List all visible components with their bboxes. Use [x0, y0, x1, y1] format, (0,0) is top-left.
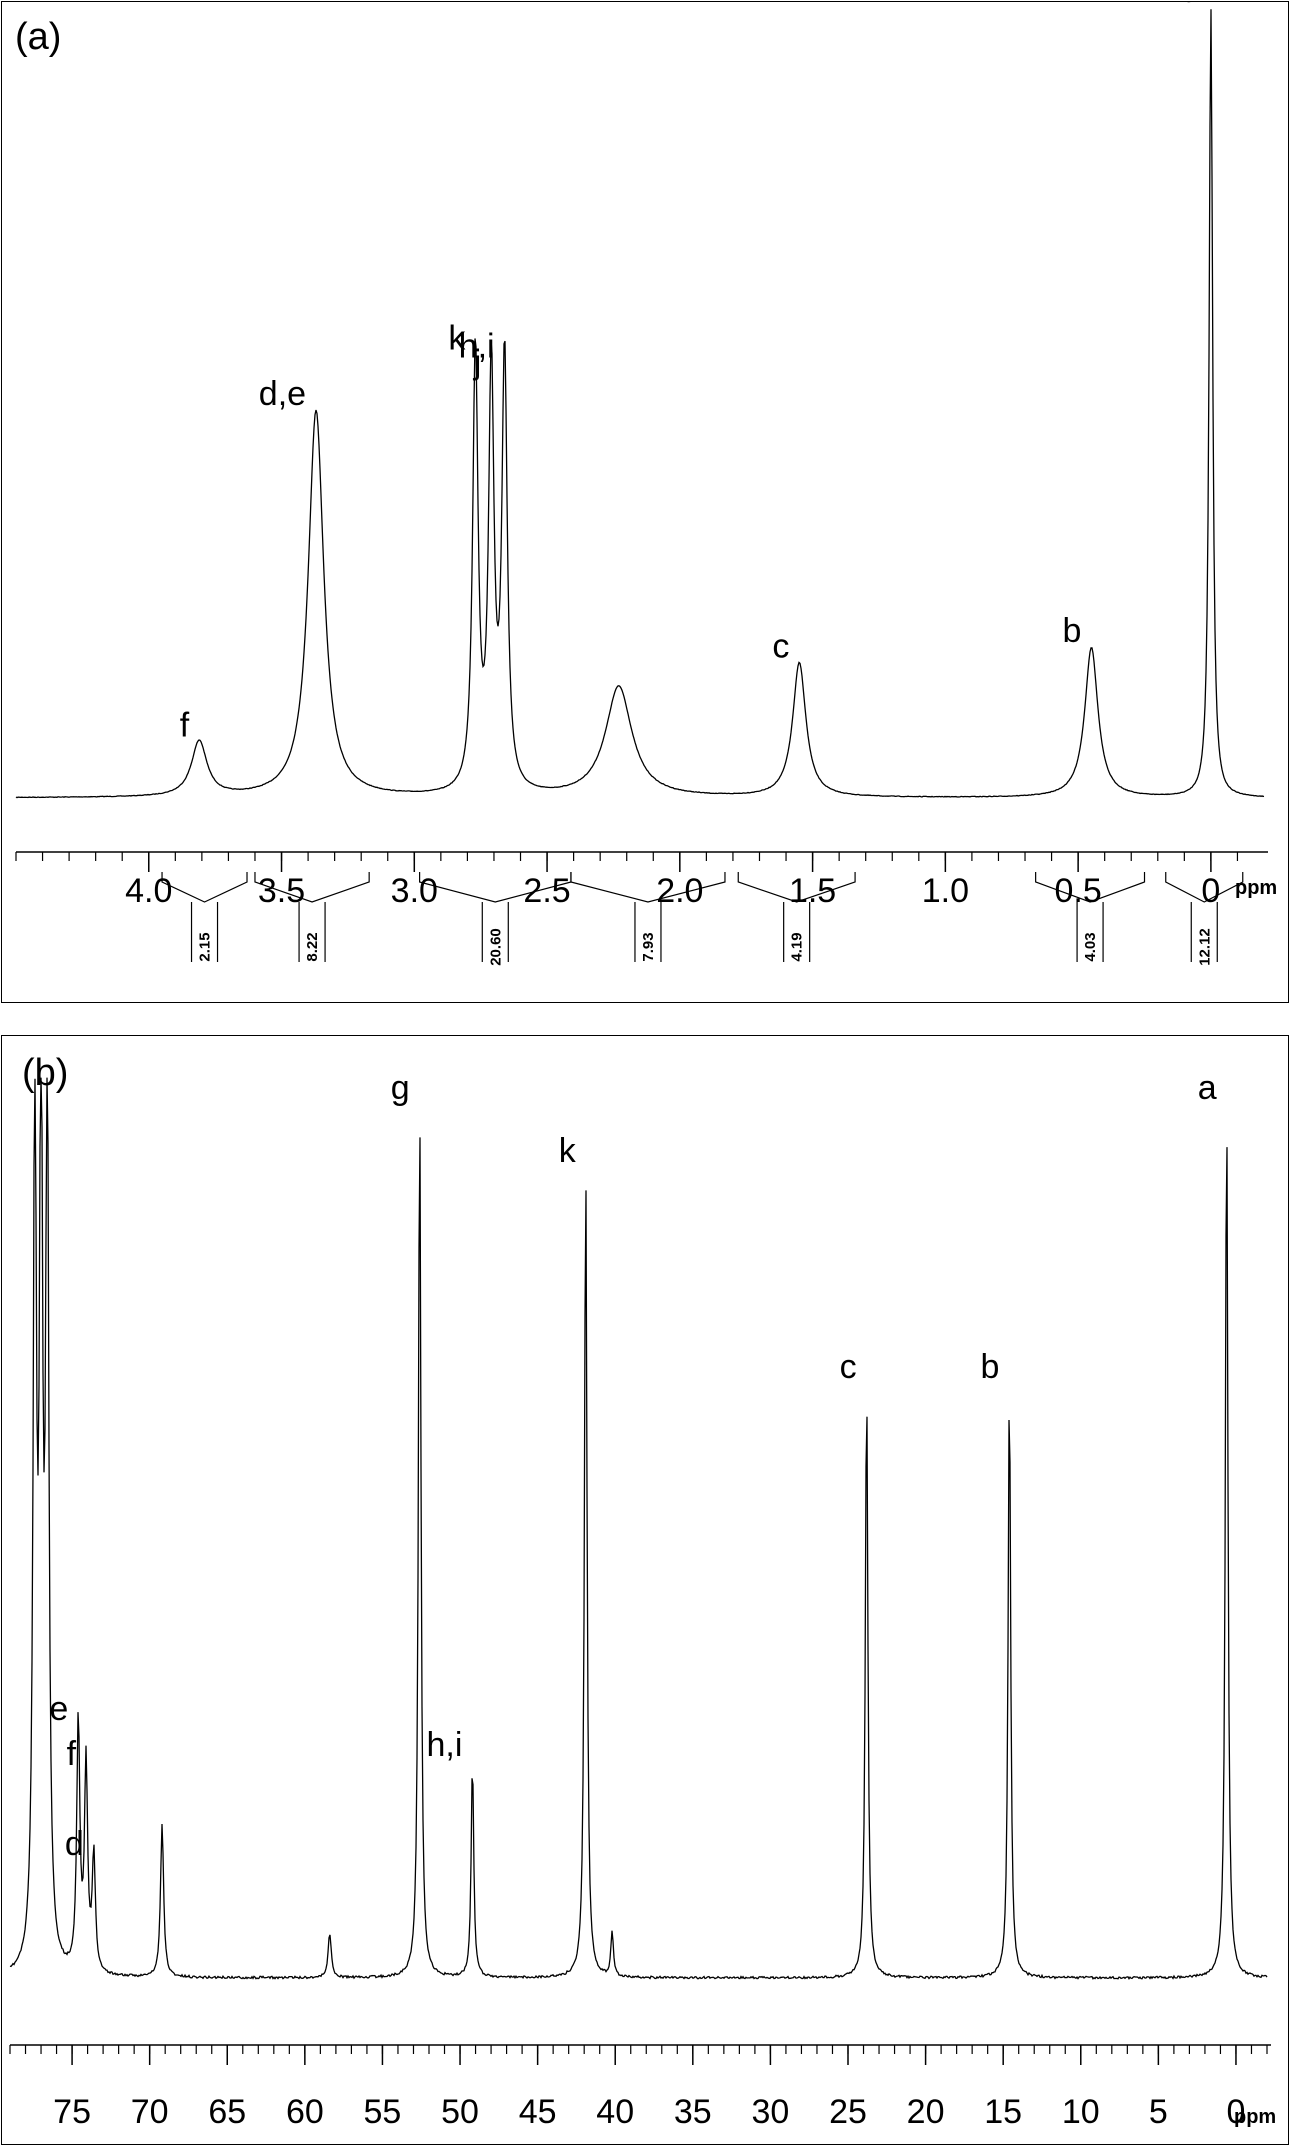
peak-label: a	[1182, 2, 1201, 10]
peak-c-marker: c	[840, 1348, 857, 1386]
x-tick-label: 75	[53, 2093, 91, 2131]
peak-label: f	[67, 1735, 77, 1773]
x-unit-label: ppm	[1235, 877, 1277, 899]
x-tick-label: 1.0	[922, 872, 969, 910]
x-tick-label: 15	[984, 2093, 1022, 2131]
x-tick-label: 35	[674, 2093, 712, 2131]
peak-label: d	[65, 1825, 84, 1863]
peak-f-marker: f	[67, 1735, 77, 1773]
peak-label: c	[840, 1348, 857, 1386]
integral-bracket: 4.19	[737, 872, 856, 962]
integral-value: 8.22	[304, 932, 321, 961]
peak-hi-marker: h,i	[459, 328, 495, 366]
x-unit-label: ppm	[1234, 2106, 1276, 2128]
peak-a-marker: a	[1182, 2, 1201, 10]
x-tick-label: 45	[519, 2093, 557, 2131]
peak-f-marker: f	[180, 707, 190, 745]
x-tick-label: 2.0	[656, 872, 703, 910]
x-tick-label: 20	[907, 2093, 945, 2131]
x-tick-label: 4.0	[125, 872, 172, 910]
peak-label: b	[980, 1348, 999, 1386]
integral-bracket: 2.15	[161, 872, 248, 962]
x-tick-label: 50	[441, 2093, 479, 2131]
peak-label: e	[49, 1690, 68, 1728]
integral-value: 4.03	[1082, 932, 1099, 961]
integral-bracket: 4.03	[1035, 872, 1146, 962]
x-tick-label: 30	[751, 2093, 789, 2131]
panel-a-h-nmr: (a) fd,ekjh,icba4.03.53.02.52.01.51.00.5…	[1, 1, 1289, 1003]
integral-value: 4.19	[789, 932, 806, 961]
peak-label: a	[1198, 1069, 1217, 1107]
peak-de-marker: d,e	[259, 375, 306, 413]
peak-label: f	[180, 707, 190, 745]
integral-bracket: 20.60	[419, 872, 572, 966]
peak-a-marker: a	[1198, 1069, 1217, 1107]
integral-bracket: 12.12	[1165, 872, 1244, 966]
peak-label: h,i	[459, 328, 495, 366]
x-tick-label: 2.5	[523, 872, 570, 910]
panel-label-a: (a)	[15, 16, 62, 58]
peak-label: k	[448, 320, 466, 358]
peak-c-marker: c	[772, 628, 789, 666]
peak-e-marker: e	[49, 1690, 68, 1728]
peak-label: g	[391, 1069, 410, 1107]
peak-k-marker: k	[559, 1132, 577, 1170]
integral-value: 12.12	[1196, 928, 1213, 966]
peak-b-marker: b	[980, 1348, 999, 1386]
spectrum-trace	[9, 1077, 1268, 1980]
peak-label: j	[473, 343, 482, 381]
x-tick-label: 25	[829, 2093, 867, 2131]
peak-k-marker: k	[448, 320, 466, 358]
x-tick-label: 65	[208, 2093, 246, 2131]
peak-label: k	[559, 1132, 577, 1170]
integral-bracket: 7.93	[570, 872, 726, 962]
integral-bracket: 8.22	[254, 872, 370, 962]
peak-label: c	[772, 628, 789, 666]
x-tick-label: 60	[286, 2093, 324, 2131]
x-tick-label: 0.5	[1054, 872, 1101, 910]
peak-j-marker: j	[473, 343, 482, 381]
panel-b-c-nmr: (b) e f d g h,i k c b a 75 70 65 60 55 50 45 40 35 30 25 20 1…	[1, 1035, 1289, 2145]
integral-value: 20.60	[487, 928, 504, 966]
integral-value: 2.15	[197, 932, 214, 961]
x-tick-label: 5	[1149, 2093, 1168, 2131]
x-tick-label: 70	[131, 2093, 169, 2131]
x-tick-label: 3.0	[391, 872, 438, 910]
panel-label-b: (b)	[22, 1052, 69, 1094]
x-tick-label: 0	[1227, 2093, 1246, 2131]
peak-g-marker: g	[391, 1069, 410, 1107]
integral-value: 7.93	[640, 932, 657, 961]
peak-hi-marker: h,i	[427, 1726, 463, 1764]
peak-label: d,e	[259, 375, 306, 413]
h-nmr-spectrum: fd,ekjh,icba4.03.53.02.52.01.51.00.50ppm…	[15, 2, 1277, 966]
peak-label: h,i	[427, 1726, 463, 1764]
spectrum-trace	[15, 9, 1265, 799]
peak-d-marker: d	[65, 1825, 84, 1863]
peak-label: b	[1062, 612, 1081, 650]
x-tick-label: 10	[1062, 2093, 1100, 2131]
x-tick-label: 40	[596, 2093, 634, 2131]
x-tick-label: 55	[364, 2093, 402, 2131]
peak-b-marker: b	[1062, 612, 1081, 650]
